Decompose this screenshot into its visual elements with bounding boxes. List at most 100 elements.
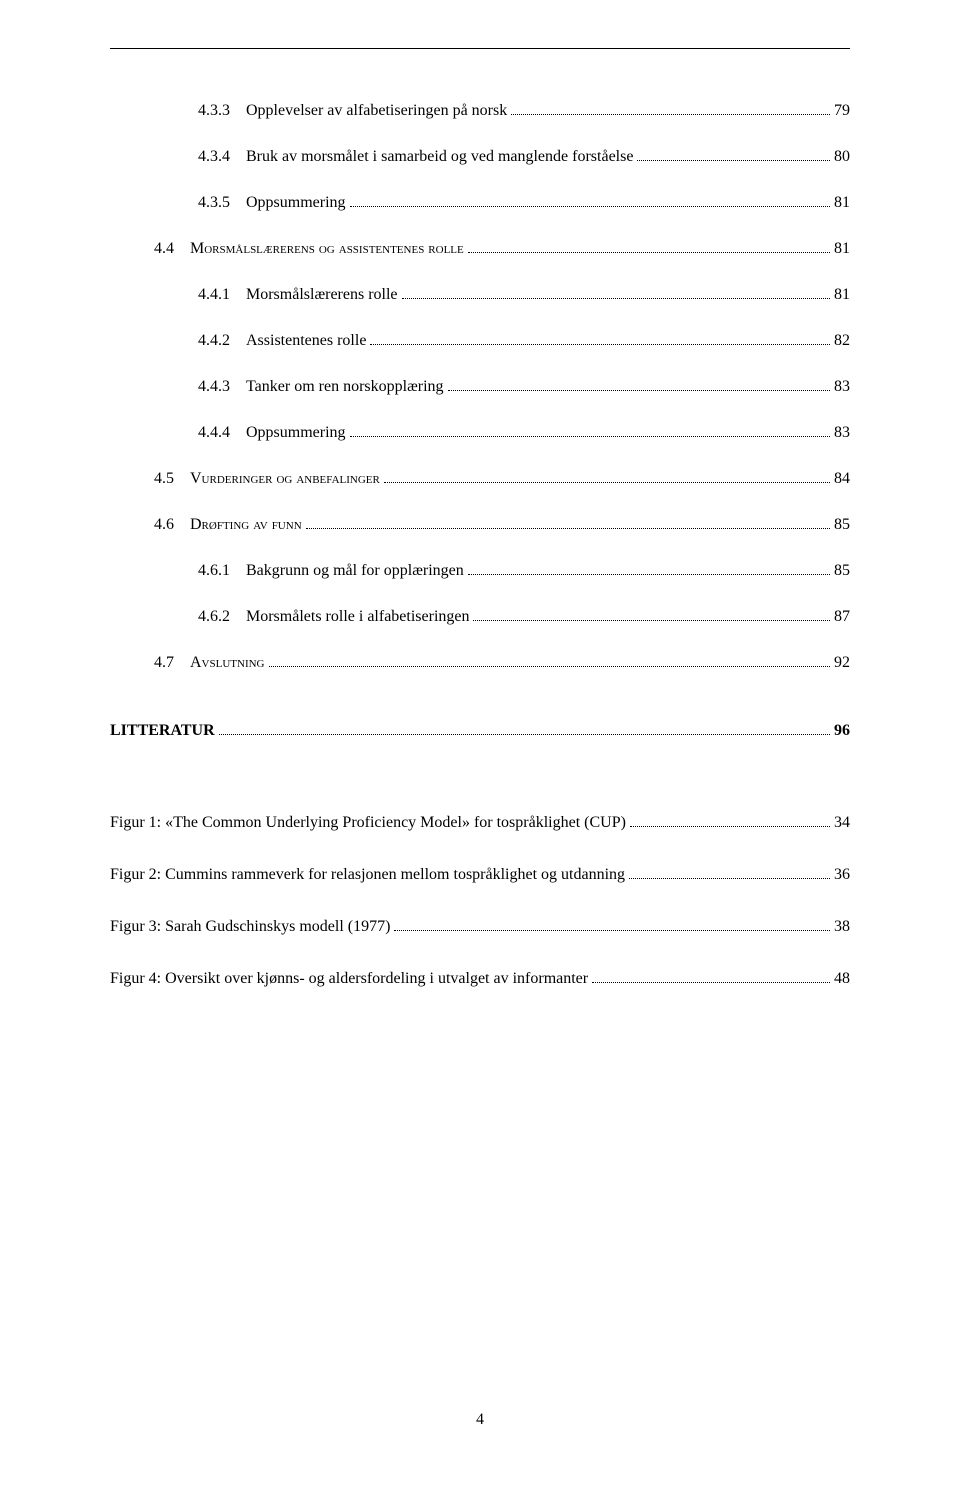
toc-page: 87 xyxy=(834,601,850,633)
toc-entry: 4.4.1 Morsmålslærerens rolle 81 xyxy=(110,279,850,311)
toc-number: 4.5 xyxy=(154,463,174,495)
toc-gap xyxy=(230,325,246,357)
toc-number: 4.4.3 xyxy=(198,371,230,403)
toc-page: 84 xyxy=(834,463,850,495)
toc-gap xyxy=(230,279,246,311)
toc-leader xyxy=(306,515,830,529)
toc-number: 4.6 xyxy=(154,509,174,541)
toc-page: 92 xyxy=(834,647,850,679)
toc-title: Avslutning xyxy=(190,647,265,679)
toc-title: Oppsummering xyxy=(246,187,346,219)
toc-leader xyxy=(384,469,830,483)
figure-entry: Figur 4: Oversikt over kjønns- og alders… xyxy=(110,963,850,995)
toc-number: 4.4.4 xyxy=(198,417,230,449)
figure-entry: Figur 1: «The Common Underlying Proficie… xyxy=(110,807,850,839)
figure-label: Figur 4: Oversikt over kjønns- og alders… xyxy=(110,963,588,995)
chapter-page: 96 xyxy=(834,715,850,747)
toc-page: 79 xyxy=(834,95,850,127)
toc-leader xyxy=(394,917,830,931)
toc-gap xyxy=(174,463,190,495)
toc-gap xyxy=(230,187,246,219)
toc-entry: 4.3.5 Oppsummering 81 xyxy=(110,187,850,219)
toc-leader xyxy=(637,147,830,161)
toc-title: Morsmålets rolle i alfabetiseringen xyxy=(246,601,469,633)
toc-title: Assistentenes rolle xyxy=(246,325,366,357)
toc-number: 4.3.3 xyxy=(198,95,230,127)
toc-page: 81 xyxy=(834,187,850,219)
toc-number: 4.3.4 xyxy=(198,141,230,173)
toc-entry: 4.6.1 Bakgrunn og mål for opplæringen 85 xyxy=(110,555,850,587)
toc-entry: 4.4.2 Assistentenes rolle 82 xyxy=(110,325,850,357)
figure-page: 48 xyxy=(834,963,850,995)
toc-entry: 4.4.4 Oppsummering 83 xyxy=(110,417,850,449)
toc-leader xyxy=(511,101,830,115)
toc-number: 4.6.1 xyxy=(198,555,230,587)
toc-page: 83 xyxy=(834,417,850,449)
toc-entry: 4.3.4 Bruk av morsmålet i samarbeid og v… xyxy=(110,141,850,173)
toc-gap xyxy=(230,141,246,173)
toc-gap xyxy=(230,95,246,127)
toc-page: 81 xyxy=(834,279,850,311)
toc-leader xyxy=(269,653,831,667)
toc-entry: 4.4 Morsmålslærerens og assistentenes ro… xyxy=(110,233,850,265)
toc-leader xyxy=(592,969,830,983)
toc-page: 85 xyxy=(834,555,850,587)
figure-label: Figur 3: Sarah Gudschinskys modell (1977… xyxy=(110,911,390,943)
toc-entry: 4.4.3 Tanker om ren norskopplæring 83 xyxy=(110,371,850,403)
toc-leader xyxy=(370,331,830,345)
toc-entry: 4.6.2 Morsmålets rolle i alfabetiseringe… xyxy=(110,601,850,633)
toc-leader xyxy=(468,561,830,575)
toc-leader xyxy=(402,285,830,299)
toc-number: 4.7 xyxy=(154,647,174,679)
toc-entry: 4.3.3 Opplevelser av alfabetiseringen på… xyxy=(110,95,850,127)
toc-title: Tanker om ren norskopplæring xyxy=(246,371,444,403)
top-rule xyxy=(110,48,850,49)
figure-page: 38 xyxy=(834,911,850,943)
figure-entry: Figur 2: Cummins rammeverk for relasjone… xyxy=(110,859,850,891)
toc-number: 4.4 xyxy=(154,233,174,265)
toc-entry: 4.7 Avslutning 92 xyxy=(110,647,850,679)
figure-label: Figur 2: Cummins rammeverk for relasjone… xyxy=(110,859,625,891)
toc-leader xyxy=(630,813,830,827)
toc-gap xyxy=(174,647,190,679)
toc-title: Drøfting av funn xyxy=(190,509,302,541)
toc-page: 83 xyxy=(834,371,850,403)
toc-page: 80 xyxy=(834,141,850,173)
toc-number: 4.4.2 xyxy=(198,325,230,357)
toc-entry: 4.5 Vurderinger og anbefalinger 84 xyxy=(110,463,850,495)
toc-leader xyxy=(473,607,830,621)
toc-entry: 4.6 Drøfting av funn 85 xyxy=(110,509,850,541)
toc-leader xyxy=(219,721,830,735)
toc-leader xyxy=(448,377,830,391)
figures-list: Figur 1: «The Common Underlying Proficie… xyxy=(110,807,850,995)
figure-entry: Figur 3: Sarah Gudschinskys modell (1977… xyxy=(110,911,850,943)
page: 4.3.3 Opplevelser av alfabetiseringen på… xyxy=(0,0,960,1489)
toc-number: 4.3.5 xyxy=(198,187,230,219)
toc-gap xyxy=(230,555,246,587)
toc-number: 4.4.1 xyxy=(198,279,230,311)
toc-gap xyxy=(230,417,246,449)
toc-gap xyxy=(230,601,246,633)
toc-title: Morsmålslærerens og assistentenes rolle xyxy=(190,233,464,265)
toc-leader xyxy=(350,193,830,207)
toc-page: 81 xyxy=(834,233,850,265)
toc-leader xyxy=(629,865,830,879)
figure-page: 34 xyxy=(834,807,850,839)
toc-leader xyxy=(468,239,830,253)
toc-title: Bruk av morsmålet i samarbeid og ved man… xyxy=(246,141,633,173)
figure-page: 36 xyxy=(834,859,850,891)
toc-number: 4.6.2 xyxy=(198,601,230,633)
toc-leader xyxy=(350,423,830,437)
chapter-title: LITTERATUR xyxy=(110,715,215,747)
toc-title: Oppsummering xyxy=(246,417,346,449)
figure-label: Figur 1: «The Common Underlying Proficie… xyxy=(110,807,626,839)
toc-gap xyxy=(230,371,246,403)
toc-page: 85 xyxy=(834,509,850,541)
toc-chapter: LITTERATUR 96 xyxy=(110,715,850,747)
toc-title: Opplevelser av alfabetiseringen på norsk xyxy=(246,95,507,127)
page-number: 4 xyxy=(0,1411,960,1429)
toc-page: 82 xyxy=(834,325,850,357)
toc-gap xyxy=(174,509,190,541)
toc-title: Bakgrunn og mål for opplæringen xyxy=(246,555,464,587)
toc-title: Morsmålslærerens rolle xyxy=(246,279,398,311)
